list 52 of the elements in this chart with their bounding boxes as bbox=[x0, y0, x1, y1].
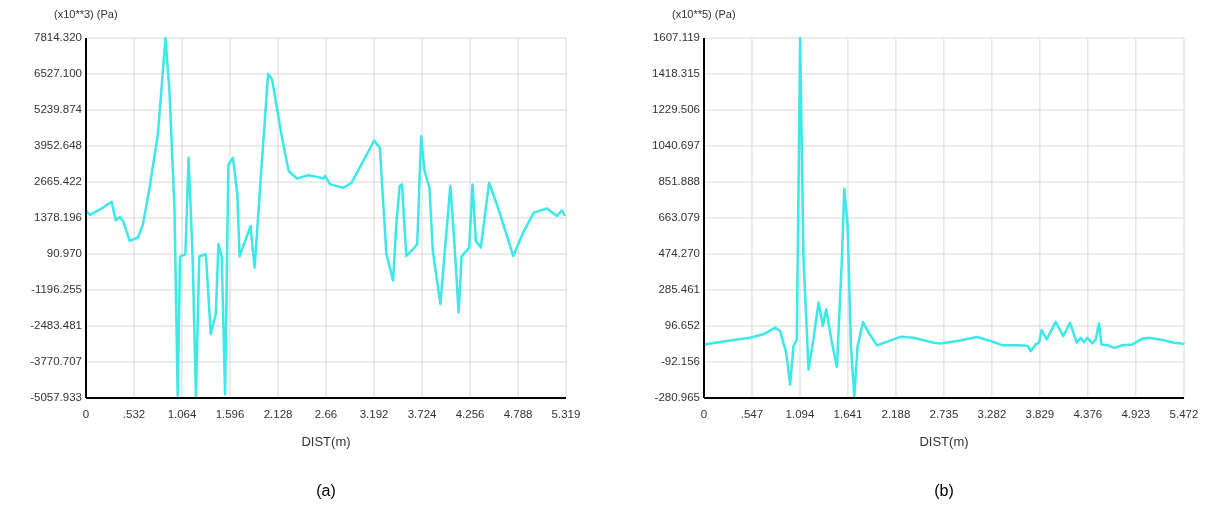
y-tick-label: -92.156 bbox=[660, 355, 700, 368]
x-tick-label: 3.724 bbox=[407, 408, 438, 420]
y-tick-label: -2483.481 bbox=[30, 319, 82, 332]
y-tick-label: 7814.320 bbox=[34, 31, 82, 44]
y-tick-label: 663.079 bbox=[658, 211, 700, 224]
y-tick-label: 474.270 bbox=[658, 247, 700, 260]
x-tick-label: 5.472 bbox=[1169, 408, 1199, 420]
x-tick-label: 4.788 bbox=[503, 408, 533, 420]
y-tick-label: 1418.315 bbox=[652, 67, 700, 80]
x-axis-title: DIST(m) bbox=[301, 434, 351, 449]
x-tick-label: 1.641 bbox=[833, 408, 863, 420]
text: (b) bbox=[934, 482, 954, 499]
x-tick-label: 3.192 bbox=[359, 408, 389, 420]
x-tick-label: 3.282 bbox=[977, 408, 1007, 420]
y-tick-label: -5057.933 bbox=[30, 391, 82, 404]
x-tick-label: 5.319 bbox=[551, 408, 581, 420]
x-tick-label: 0 bbox=[82, 408, 90, 420]
x-axis-title: DIST(m) bbox=[919, 434, 969, 449]
x-tick-label: 2.128 bbox=[263, 408, 293, 420]
y-tick-label: 3952.648 bbox=[34, 139, 82, 152]
y-tick-label: 1607.119 bbox=[652, 31, 700, 44]
y-axis-title: (x10**3) (Pa) bbox=[54, 8, 118, 20]
x-tick-label: .532 bbox=[122, 408, 146, 420]
x-tick-label: 1.596 bbox=[215, 408, 245, 420]
x-tick-label: 4.256 bbox=[455, 408, 485, 420]
y-tick-label: 96.652 bbox=[664, 319, 700, 332]
x-tick-label: 4.376 bbox=[1073, 408, 1103, 420]
y-tick-label: -280.965 bbox=[654, 391, 700, 404]
y-tick-label: 90.970 bbox=[46, 247, 82, 260]
y-tick-label: 1040.697 bbox=[652, 139, 700, 152]
y-axis-title: (x10**5) (Pa) bbox=[672, 8, 736, 20]
y-tick-label: 285.461 bbox=[658, 283, 700, 296]
y-tick-label: 6527.100 bbox=[34, 67, 82, 80]
x-tick-label: 1.094 bbox=[785, 408, 815, 420]
x-tick-label: 3.829 bbox=[1025, 408, 1055, 420]
x-tick-label: 0 bbox=[700, 408, 708, 420]
x-tick-label: .547 bbox=[740, 408, 764, 420]
y-tick-label: -1196.255 bbox=[31, 283, 82, 296]
y-tick-label: 1229.506 bbox=[652, 103, 700, 116]
y-tick-label: 1378.196 bbox=[34, 211, 82, 224]
line-series bbox=[702, 36, 1185, 399]
x-tick-label: 2.188 bbox=[881, 408, 911, 420]
x-tick-label: 2.735 bbox=[929, 408, 959, 420]
y-tick-label: -3770.707 bbox=[30, 355, 82, 368]
line-series bbox=[84, 36, 566, 398]
x-tick-label: 1.064 bbox=[167, 408, 198, 420]
x-tick-label: 4.923 bbox=[1121, 408, 1151, 420]
text: (a) bbox=[316, 482, 336, 499]
y-tick-label: 851.888 bbox=[658, 175, 700, 188]
x-tick-label: 2.66 bbox=[314, 408, 338, 420]
y-tick-label: 5239.874 bbox=[34, 103, 83, 116]
y-tick-label: 2665.422 bbox=[34, 175, 82, 188]
